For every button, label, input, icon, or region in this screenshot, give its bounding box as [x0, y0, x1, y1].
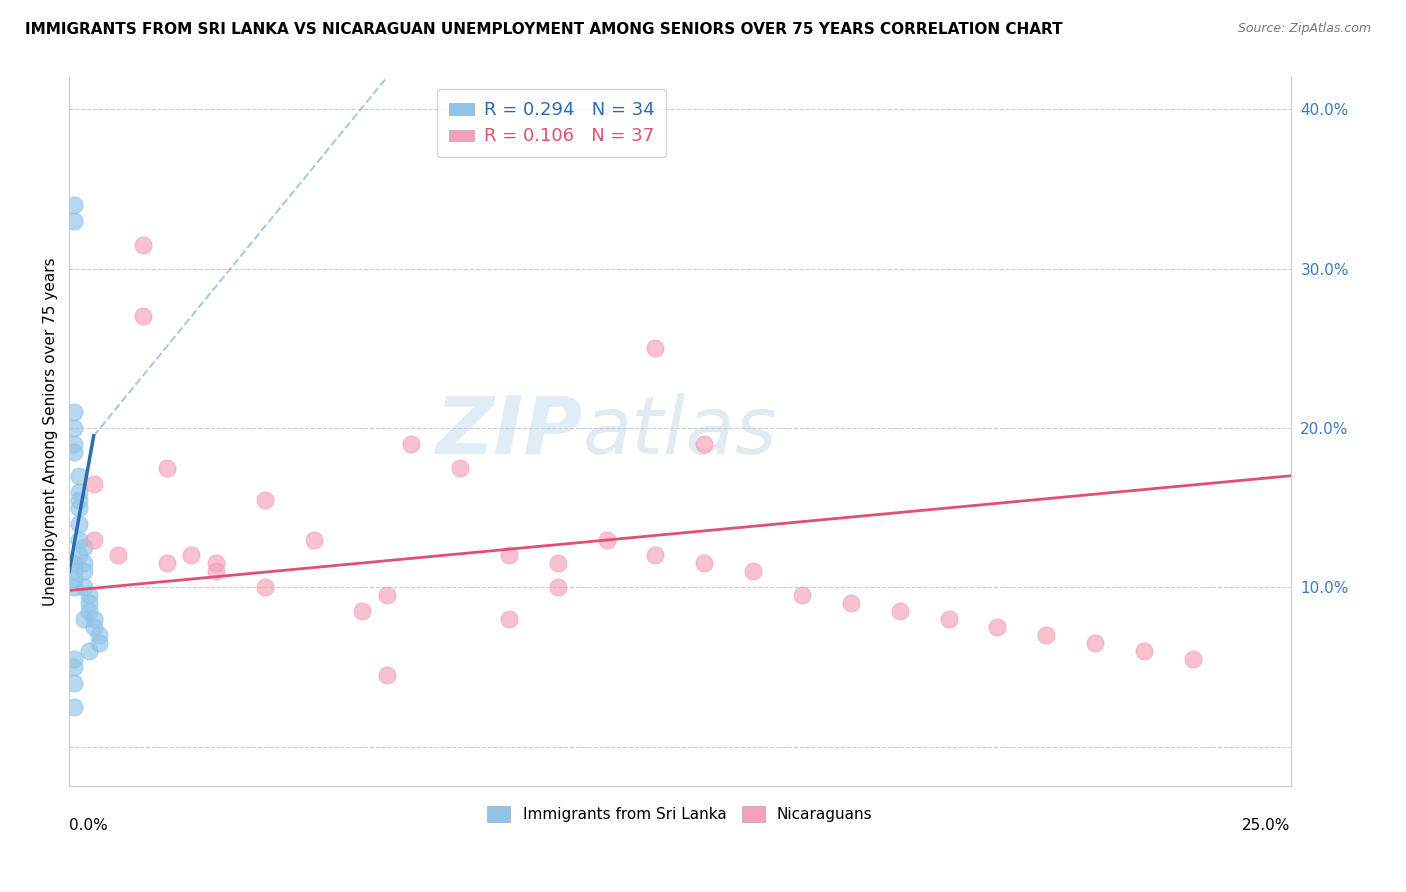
Point — [375, 668, 398, 682]
Point — [253, 492, 276, 507]
Point — [63, 405, 86, 419]
Point — [1133, 644, 1156, 658]
Point — [77, 596, 100, 610]
Point — [83, 612, 105, 626]
Point — [63, 421, 86, 435]
Point — [498, 549, 520, 563]
Point — [547, 557, 569, 571]
Text: 0.0%: 0.0% — [69, 818, 108, 833]
Point — [67, 549, 90, 563]
Point — [986, 620, 1008, 634]
Point — [63, 198, 86, 212]
Point — [693, 437, 716, 451]
Point — [73, 580, 96, 594]
Point — [107, 549, 129, 563]
Point — [644, 549, 666, 563]
Point — [73, 557, 96, 571]
Text: Source: ZipAtlas.com: Source: ZipAtlas.com — [1237, 22, 1371, 36]
Point — [399, 437, 422, 451]
Point — [63, 572, 86, 586]
Point — [73, 612, 96, 626]
Point — [375, 588, 398, 602]
Point — [63, 676, 86, 690]
Point — [839, 596, 862, 610]
Point — [73, 541, 96, 555]
Point — [889, 604, 911, 618]
Point — [131, 310, 153, 324]
Text: 25.0%: 25.0% — [1243, 818, 1291, 833]
Point — [83, 476, 105, 491]
Point — [63, 580, 86, 594]
Point — [83, 533, 105, 547]
Point — [67, 492, 90, 507]
Point — [67, 533, 90, 547]
Y-axis label: Unemployment Among Seniors over 75 years: Unemployment Among Seniors over 75 years — [44, 258, 58, 607]
Point — [131, 237, 153, 252]
Point — [63, 557, 86, 571]
Legend: Immigrants from Sri Lanka, Nicaraguans: Immigrants from Sri Lanka, Nicaraguans — [481, 800, 879, 829]
Point — [77, 588, 100, 602]
Point — [63, 660, 86, 674]
Point — [63, 699, 86, 714]
Point — [302, 533, 325, 547]
Point — [67, 484, 90, 499]
Point — [742, 565, 765, 579]
Text: atlas: atlas — [582, 393, 778, 471]
Point — [790, 588, 813, 602]
Point — [156, 557, 179, 571]
Point — [156, 460, 179, 475]
Point — [498, 612, 520, 626]
Point — [87, 636, 110, 650]
Point — [1035, 628, 1057, 642]
Point — [693, 557, 716, 571]
Text: ZIP: ZIP — [434, 393, 582, 471]
Point — [63, 565, 86, 579]
Point — [77, 604, 100, 618]
Point — [63, 445, 86, 459]
Point — [644, 341, 666, 355]
Point — [87, 628, 110, 642]
Point — [1084, 636, 1107, 650]
Point — [1181, 652, 1204, 666]
Point — [204, 565, 226, 579]
Point — [204, 557, 226, 571]
Point — [77, 644, 100, 658]
Point — [83, 620, 105, 634]
Point — [449, 460, 471, 475]
Point — [63, 437, 86, 451]
Point — [180, 549, 202, 563]
Point — [63, 652, 86, 666]
Point — [938, 612, 960, 626]
Point — [73, 565, 96, 579]
Point — [352, 604, 374, 618]
Text: IMMIGRANTS FROM SRI LANKA VS NICARAGUAN UNEMPLOYMENT AMONG SENIORS OVER 75 YEARS: IMMIGRANTS FROM SRI LANKA VS NICARAGUAN … — [25, 22, 1063, 37]
Point — [595, 533, 617, 547]
Point — [67, 516, 90, 531]
Point — [67, 500, 90, 515]
Point — [547, 580, 569, 594]
Point — [253, 580, 276, 594]
Point — [63, 214, 86, 228]
Point — [67, 468, 90, 483]
